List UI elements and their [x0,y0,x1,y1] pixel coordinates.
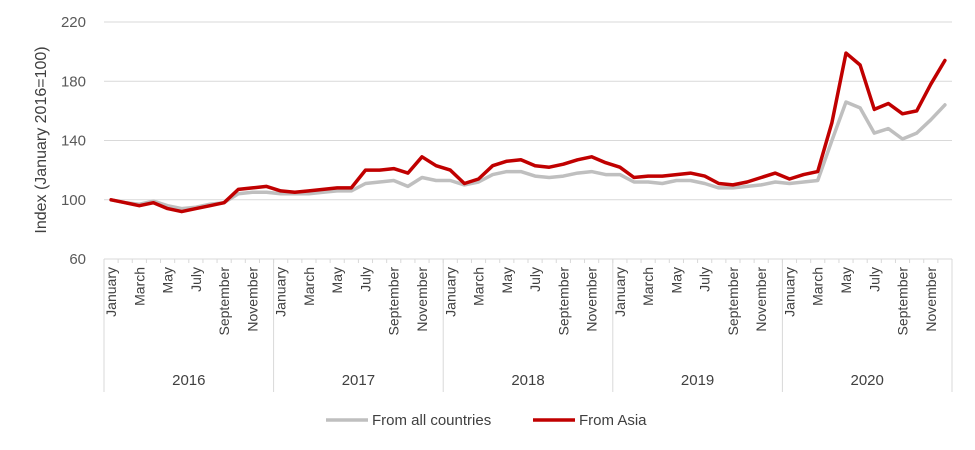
series-line-asia [109,51,947,214]
x-tick-label: September [386,267,402,336]
x-tick-label: January [781,267,797,317]
x-tick-label: July [188,267,204,292]
x-axis: January March May July September November 2016… [103,258,953,392]
series-lines [109,51,947,214]
y-axis: 60 100 140 180 220 [61,14,86,268]
x-tick-label: July [697,267,713,292]
y-axis-title: Index (January 2016=100) [33,46,50,233]
x-tick-label: November [753,267,769,332]
x-tick-label: January [103,267,119,317]
x-tick-label: July [866,267,882,292]
legend-label: From all countries [372,412,491,429]
x-tick-label: September [216,267,232,336]
legend: From all countries From Asia [326,412,647,429]
x-tick-label: July [527,267,543,292]
x-tick-label: May [838,267,854,293]
x-tick-label: January [612,267,628,317]
x-tick-label: March [810,267,826,306]
y-tick-label: 220 [61,14,86,31]
x-tick-label: May [160,267,176,293]
year-label: 2019 [681,372,714,389]
year-label: 2020 [851,372,884,389]
x-tick-label: November [923,267,939,332]
x-tick-label: September [895,267,911,336]
x-tick-label: July [357,267,373,292]
y-tick-label: 60 [69,251,86,268]
x-tick-label: May [329,267,345,293]
x-tick-label: May [499,267,515,293]
x-tick-label: March [640,267,656,306]
gridlines [104,21,952,260]
x-tick-label: March [301,267,317,306]
y-tick-label: 100 [61,192,86,209]
year-label: 2017 [342,372,375,389]
x-tick-label: November [584,267,600,332]
x-tick-label: May [668,267,684,293]
legend-label: From Asia [579,412,647,429]
x-tick-label: November [244,267,260,332]
y-tick-label: 180 [61,73,86,90]
x-tick-label: January [273,267,289,317]
x-tick-label: September [725,267,741,336]
x-tick-label: January [442,267,458,317]
x-tick-label: November [414,267,430,332]
x-tick-label: March [471,267,487,306]
year-label: 2018 [511,372,544,389]
series-line-all-countries [109,100,947,211]
x-tick-label: September [555,267,571,336]
y-tick-label: 140 [61,133,86,150]
x-tick-label: March [131,267,147,306]
year-label: 2016 [172,372,205,389]
